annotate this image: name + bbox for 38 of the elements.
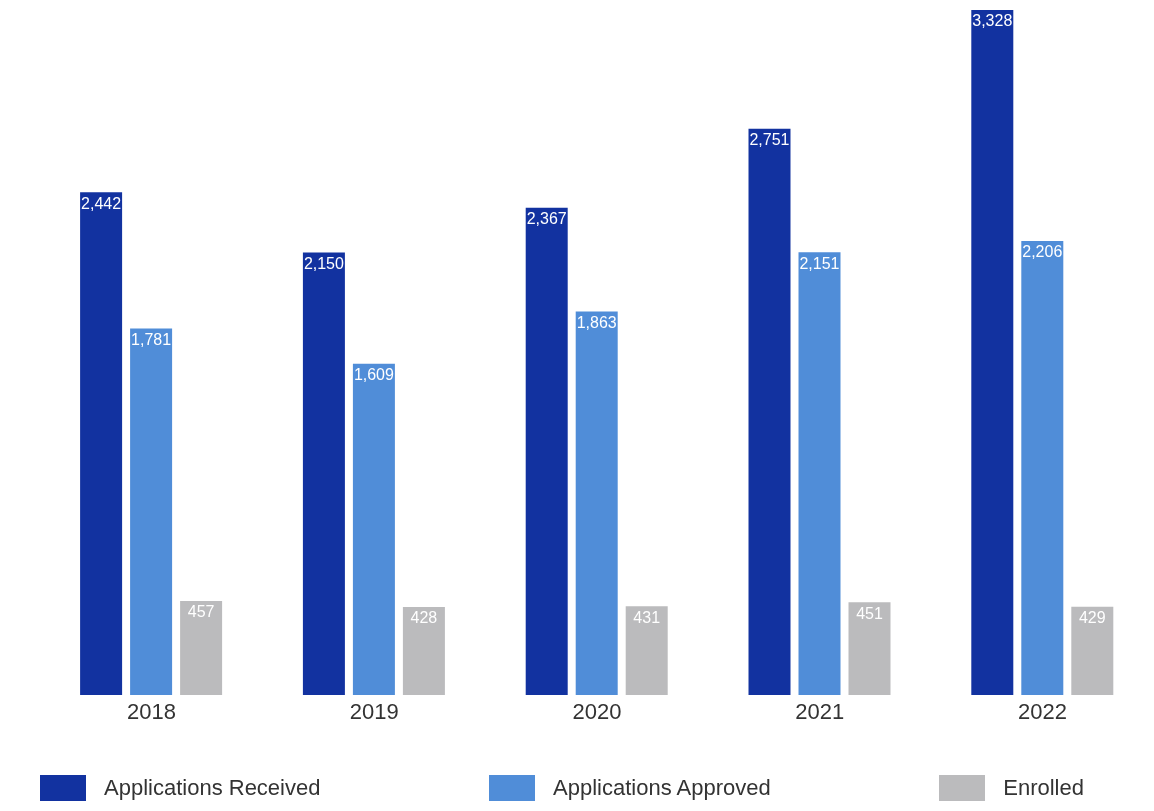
bar: [352, 363, 395, 695]
data-label: 1,863: [576, 313, 617, 331]
data-label: 2,442: [81, 194, 122, 212]
data-label: 3,328: [972, 12, 1013, 30]
data-label: 431: [633, 608, 661, 626]
bar: [130, 328, 173, 695]
data-label: 1,781: [131, 330, 172, 348]
bar: [525, 207, 568, 695]
data-label: 2,206: [1022, 243, 1063, 261]
x-tick-label: 2020: [572, 698, 622, 724]
data-label: 2,150: [303, 254, 345, 272]
data-label: 2,751: [749, 131, 790, 149]
legend-label: Applications Received: [104, 775, 321, 801]
bar: [848, 602, 891, 695]
data-label: 451: [856, 604, 883, 622]
x-tick-label: 2019: [349, 698, 399, 724]
x-tick-label: 2022: [1018, 698, 1068, 724]
data-label: 2,151: [799, 254, 840, 272]
data-label: 457: [187, 603, 215, 621]
x-tick-label: 2021: [795, 698, 845, 724]
bar: [402, 606, 445, 695]
bar: [1021, 240, 1064, 695]
bar: [748, 128, 791, 695]
bar: [80, 192, 123, 695]
bar: [575, 311, 618, 695]
bar: [798, 252, 841, 695]
legend-label: Enrolled: [1003, 775, 1084, 801]
legend-label: Applications Approved: [553, 775, 771, 801]
bar: [971, 10, 1014, 695]
bar: [625, 606, 668, 695]
data-label: 428: [410, 609, 438, 627]
bar: [1071, 606, 1114, 695]
bar: [302, 252, 345, 695]
x-tick-label: 2018: [126, 698, 176, 724]
bar: [180, 600, 223, 695]
data-label: 429: [1078, 609, 1106, 627]
data-label: 1,609: [353, 366, 395, 384]
data-label: 2,367: [526, 210, 567, 228]
